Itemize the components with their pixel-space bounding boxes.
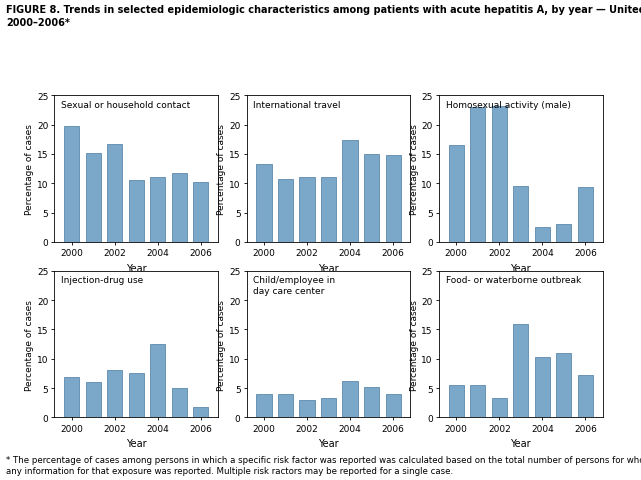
Text: Sexual or household contact: Sexual or household contact <box>61 100 190 109</box>
Text: International travel: International travel <box>253 100 341 109</box>
Bar <box>449 146 464 242</box>
Bar <box>470 108 485 242</box>
Bar <box>385 156 401 242</box>
Y-axis label: Percentage of cases: Percentage of cases <box>217 124 226 215</box>
Bar <box>299 400 315 418</box>
Bar <box>364 387 379 418</box>
Bar <box>299 178 315 242</box>
Y-axis label: Percentage of cases: Percentage of cases <box>217 299 226 390</box>
Bar <box>556 225 571 242</box>
Bar <box>321 398 336 418</box>
Bar <box>513 324 528 418</box>
Bar <box>278 394 293 418</box>
Text: Homosexual activity (male): Homosexual activity (male) <box>445 100 570 109</box>
Bar <box>556 353 571 418</box>
Bar <box>385 394 401 418</box>
X-axis label: Year: Year <box>318 438 339 448</box>
Bar <box>492 398 507 418</box>
Text: FIGURE 8. Trends in selected epidemiologic characteristics among patients with a: FIGURE 8. Trends in selected epidemiolog… <box>6 5 641 28</box>
Bar <box>342 381 358 418</box>
Bar <box>364 155 379 242</box>
Bar <box>578 188 593 242</box>
Bar <box>107 144 122 242</box>
Bar <box>278 179 293 242</box>
Y-axis label: Percentage of cases: Percentage of cases <box>25 299 34 390</box>
Bar <box>86 382 101 418</box>
Text: Food- or waterborne outbreak: Food- or waterborne outbreak <box>445 276 581 285</box>
Y-axis label: Percentage of cases: Percentage of cases <box>410 299 419 390</box>
Bar <box>492 107 507 242</box>
Bar <box>470 385 485 418</box>
Bar <box>535 228 550 242</box>
Bar <box>193 407 208 418</box>
Bar <box>64 127 79 242</box>
Bar <box>86 154 101 242</box>
Bar <box>172 174 187 242</box>
Bar <box>256 165 272 242</box>
Bar <box>256 394 272 418</box>
Bar <box>172 388 187 418</box>
Bar <box>107 370 122 418</box>
Text: Child/employee in
day care center: Child/employee in day care center <box>253 276 335 295</box>
Bar <box>449 385 464 418</box>
Bar <box>193 183 208 242</box>
X-axis label: Year: Year <box>318 263 339 273</box>
X-axis label: Year: Year <box>126 438 147 448</box>
Bar <box>342 141 358 242</box>
Text: * The percentage of cases among persons in which a specific risk factor was repo: * The percentage of cases among persons … <box>6 455 641 475</box>
Bar <box>513 186 528 242</box>
Bar <box>150 178 165 242</box>
X-axis label: Year: Year <box>510 438 531 448</box>
Bar <box>129 180 144 242</box>
Bar <box>150 345 165 418</box>
Y-axis label: Percentage of cases: Percentage of cases <box>410 124 419 215</box>
Bar <box>129 373 144 418</box>
Bar <box>535 357 550 418</box>
X-axis label: Year: Year <box>126 263 147 273</box>
Y-axis label: Percentage of cases: Percentage of cases <box>25 124 34 215</box>
Text: Injection-drug use: Injection-drug use <box>61 276 144 285</box>
Bar <box>321 178 336 242</box>
X-axis label: Year: Year <box>510 263 531 273</box>
Bar <box>64 377 79 418</box>
Bar <box>578 375 593 418</box>
